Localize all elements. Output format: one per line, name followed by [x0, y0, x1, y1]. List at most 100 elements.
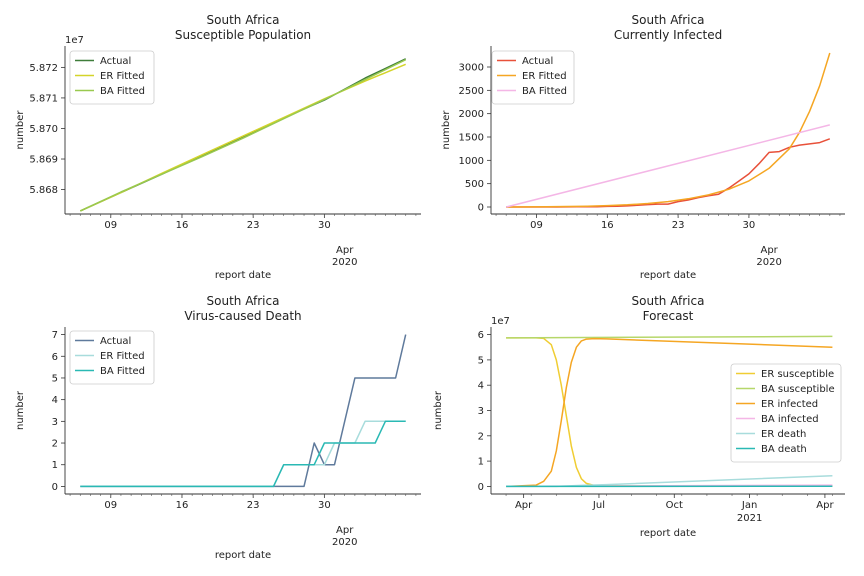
y-axis-label: number — [441, 110, 452, 150]
y-tick-label: 2500 — [459, 86, 484, 97]
chart-title: South Africa — [207, 294, 280, 308]
x-tick-label: Jul — [592, 500, 605, 511]
series-line-er-fitted — [80, 420, 406, 488]
y-tick-label: 2 — [478, 431, 484, 442]
y-tick-label: 2000 — [459, 109, 484, 120]
chart-title: Currently Infected — [614, 28, 722, 42]
chart-title: Susceptible Population — [175, 28, 311, 42]
x-axis-label: report date — [640, 270, 696, 281]
y-tick-label: 2 — [52, 439, 58, 450]
x-secondary-year-label: 2020 — [332, 257, 357, 268]
legend-entry: BA death — [761, 444, 807, 455]
x-tick-label: Apr — [816, 500, 834, 511]
legend-entry: ER infected — [761, 399, 818, 410]
y-tick-label: 500 — [465, 179, 484, 190]
series-line-er-infected — [506, 337, 833, 488]
legend-entry: ER Fitted — [100, 351, 145, 362]
legend: ER susceptible BA susceptible ER infected B… — [730, 363, 842, 463]
y-tick-label: 0 — [478, 482, 484, 493]
y-tick-label: 4 — [52, 395, 58, 406]
y-offset-label: 1e7 — [65, 35, 84, 46]
legend-entry: Actual — [100, 56, 131, 67]
y-tick-label: 3 — [52, 417, 58, 428]
x-tick-label: Apr — [515, 500, 533, 511]
x-secondary-label: 2021 — [737, 513, 762, 524]
y-tick-label: 5 — [478, 355, 484, 366]
x-axis-label: report date — [215, 550, 271, 561]
legend-entry: Actual — [522, 56, 553, 67]
x-axis-label: report date — [215, 270, 271, 281]
series-line-ba-fitted — [506, 124, 830, 208]
y-tick-label: 5.871 — [29, 93, 58, 104]
series-line-actual — [506, 138, 831, 208]
legend-entry: ER death — [761, 429, 806, 440]
y-tick-label: 1 — [52, 460, 58, 471]
x-tick-label: 16 — [176, 220, 189, 231]
legend-entry: BA Fitted — [522, 86, 567, 97]
legend-entry: BA Fitted — [100, 86, 145, 97]
series-line-ba-fitted — [80, 420, 406, 488]
chart-title: Forecast — [643, 309, 694, 323]
x-tick-label: 30 — [318, 220, 331, 231]
x-tick-label: 09 — [104, 500, 117, 511]
y-tick-label: 6 — [478, 330, 484, 341]
y-tick-label: 0 — [478, 203, 484, 214]
y-tick-label: 6 — [52, 352, 58, 363]
x-tick-label: 30 — [743, 220, 756, 231]
y-tick-label: 1000 — [459, 156, 484, 167]
legend-entry: Actual — [100, 336, 131, 347]
y-tick-label: 4 — [478, 381, 484, 392]
x-tick-label: 16 — [176, 500, 189, 511]
x-secondary-label: Apr — [760, 245, 778, 256]
y-axis-label: number — [15, 390, 26, 430]
legend: Actual ER Fitted BA Fitted — [69, 50, 155, 105]
x-secondary-label: Apr — [336, 245, 354, 256]
x-tick-label: 23 — [247, 220, 260, 231]
x-tick-label: Oct — [666, 500, 683, 511]
legend-entry: BA susceptible — [761, 384, 835, 395]
y-tick-label: 1 — [478, 457, 484, 468]
y-tick-label: 5.870 — [29, 124, 58, 135]
series-line-actual — [80, 334, 407, 488]
y-axis-label: number — [433, 390, 444, 430]
x-secondary-year-label: 2020 — [756, 257, 781, 268]
y-tick-label: 3 — [478, 406, 484, 417]
legend-entry: ER Fitted — [100, 71, 145, 82]
x-tick-label: 23 — [672, 220, 685, 231]
x-tick-label: 23 — [247, 500, 260, 511]
x-tick-label: 16 — [601, 220, 614, 231]
legend-entry: BA infected — [761, 414, 819, 425]
x-tick-label: 09 — [530, 220, 543, 231]
y-tick-label: 5.868 — [29, 185, 58, 196]
series-line-ba-fitted — [79, 59, 407, 212]
x-secondary-year-label: 2020 — [332, 537, 357, 548]
legend-box — [730, 363, 842, 463]
x-axis-label: report date — [640, 528, 696, 539]
chart-title: Virus-caused Death — [184, 309, 301, 323]
legend-entry: BA Fitted — [100, 366, 145, 377]
y-tick-label: 5 — [52, 373, 58, 384]
y-offset-label: 1e7 — [491, 316, 510, 327]
y-tick-label: 5.869 — [29, 155, 58, 166]
x-tick-label: Jan — [741, 500, 757, 511]
x-tick-label: 09 — [104, 220, 117, 231]
chart-title: South Africa — [207, 13, 280, 27]
y-tick-label: 1500 — [459, 133, 484, 144]
series-line-ba-susceptible — [506, 335, 833, 339]
chart-title: South Africa — [632, 13, 705, 27]
chart-title: South Africa — [632, 294, 705, 308]
y-tick-label: 5.872 — [29, 63, 58, 74]
y-axis-label: number — [15, 110, 26, 150]
x-secondary-label: Apr — [336, 525, 354, 536]
legend-entry: ER susceptible — [761, 369, 834, 380]
y-tick-label: 0 — [52, 482, 58, 493]
legend: Actual ER Fitted BA Fitted — [491, 50, 575, 105]
legend: Actual ER Fitted BA Fitted — [69, 330, 155, 385]
legend-entry: ER Fitted — [522, 71, 567, 82]
x-tick-label: 30 — [318, 500, 331, 511]
